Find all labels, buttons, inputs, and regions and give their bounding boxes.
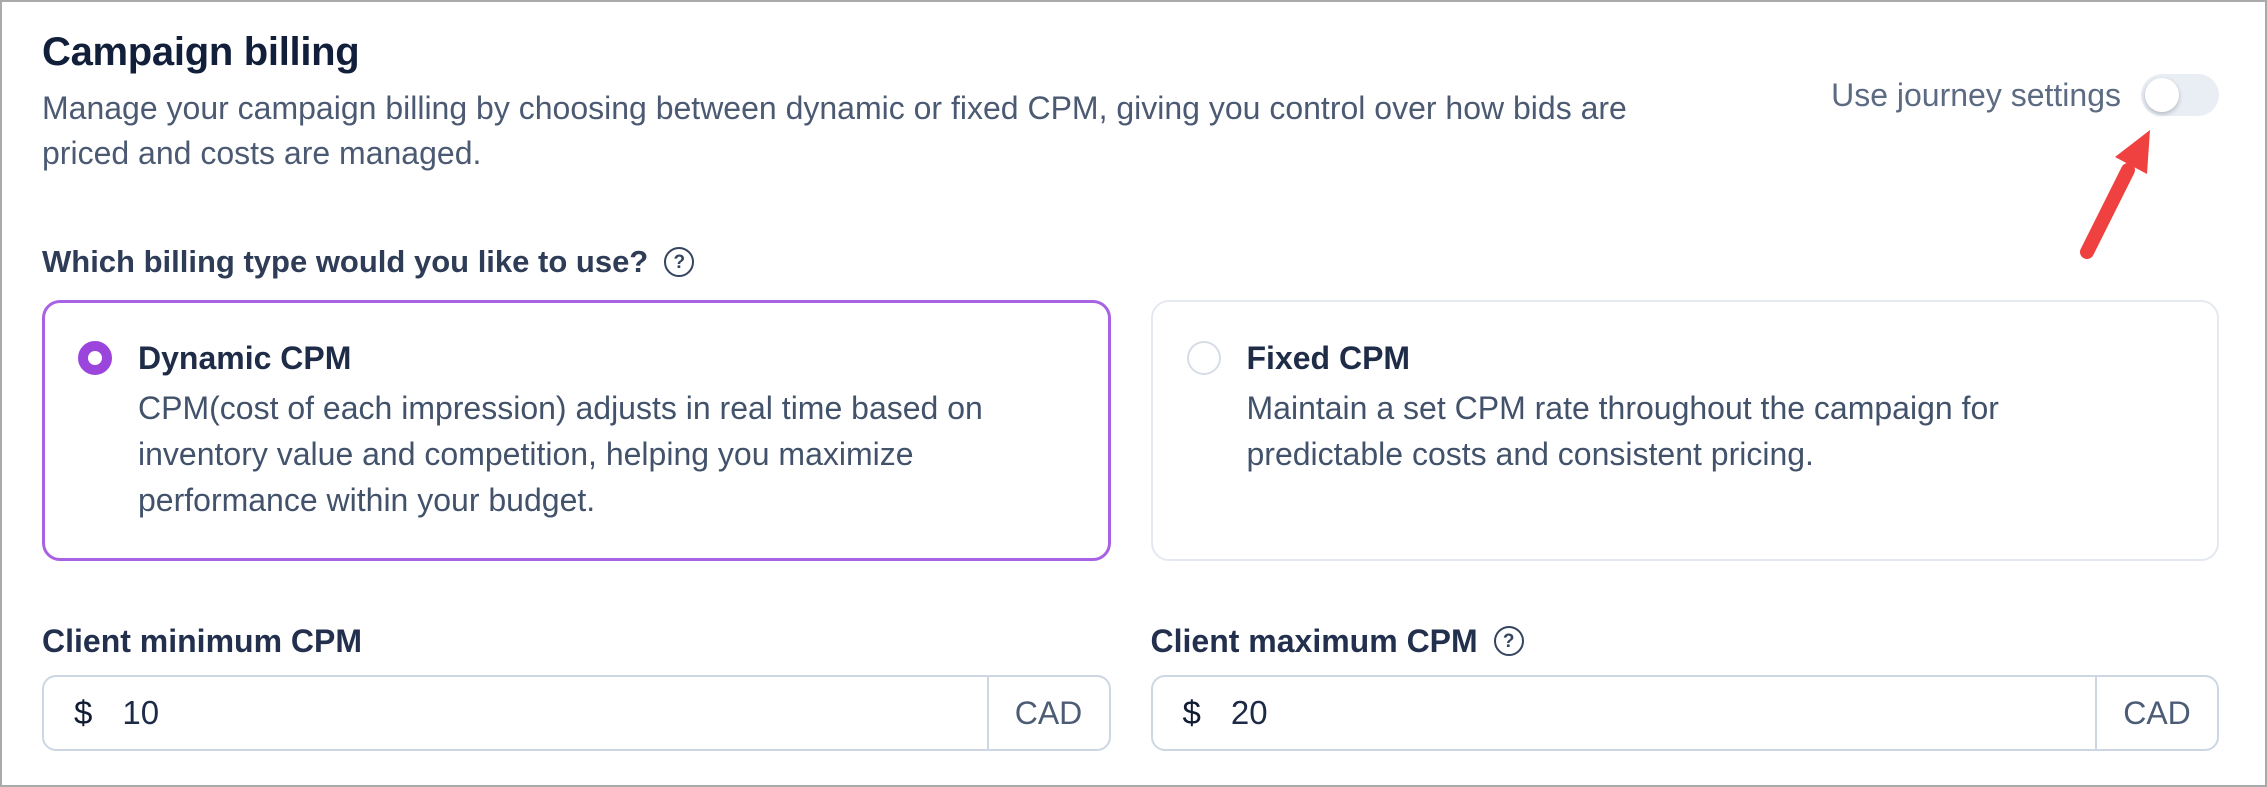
billing-type-question-row: Which billing type would you like to use… <box>42 242 2219 282</box>
panel-header: Campaign billing Manage your campaign bi… <box>42 28 2219 176</box>
cpm-fields: Client minimum CPM $ CAD Client maximum … <box>42 621 2219 751</box>
option-description: Maintain a set CPM rate throughout the c… <box>1246 390 1999 472</box>
option-title: Fixed CPM <box>1246 340 1411 376</box>
dollar-prefix: $ <box>1182 694 1201 731</box>
client-minimum-cpm-label-row: Client minimum CPM <box>42 621 1111 661</box>
radio-unselected-icon[interactable] <box>1186 341 1221 375</box>
client-minimum-cpm-field: Client minimum CPM $ CAD <box>42 621 1111 751</box>
use-journey-settings-toggle[interactable] <box>2141 74 2219 116</box>
radio-selected-icon[interactable] <box>78 341 112 375</box>
client-minimum-cpm-input-group: $ CAD <box>42 675 1111 751</box>
client-maximum-cpm-input-group: $ CAD <box>1150 675 2219 751</box>
dollar-prefix: $ <box>74 694 93 731</box>
billing-option-fixed-cpm[interactable]: Fixed CPM Maintain a set CPM rate throug… <box>1150 300 2219 561</box>
option-title: Dynamic CPM <box>138 340 352 376</box>
client-minimum-cpm-input[interactable] <box>122 694 987 732</box>
client-maximum-cpm-input[interactable] <box>1230 694 2095 732</box>
field-label: Client minimum CPM <box>42 623 363 659</box>
option-text: Fixed CPM Maintain a set CPM rate throug… <box>1247 338 2147 477</box>
currency-suffix: CAD <box>2095 677 2217 749</box>
input-main: $ <box>1153 677 2095 749</box>
field-label: Client maximum CPM <box>1150 623 1478 659</box>
input-main: $ <box>44 677 987 749</box>
help-icon[interactable]: ? <box>664 247 695 277</box>
client-maximum-cpm-label-row: Client maximum CPM ? <box>1151 621 2220 661</box>
use-journey-settings-label: Use journey settings <box>1831 76 2121 113</box>
option-description: CPM(cost of each impression) adjusts in … <box>138 390 983 518</box>
page-title: Campaign billing <box>42 30 360 74</box>
help-icon[interactable]: ? <box>1493 626 1524 656</box>
use-journey-settings-row: Use journey settings <box>1831 74 2219 116</box>
option-text: Dynamic CPM CPM(cost of each impression)… <box>138 338 1038 523</box>
billing-type-question: Which billing type would you like to use… <box>42 244 649 279</box>
billing-type-options: Dynamic CPM CPM(cost of each impression)… <box>42 300 2219 561</box>
client-maximum-cpm-field: Client maximum CPM ? $ CAD <box>1150 621 2220 751</box>
page-description: Manage your campaign billing by choosing… <box>42 90 1627 171</box>
currency-suffix: CAD <box>986 677 1109 749</box>
toggle-knob <box>2145 78 2179 112</box>
billing-option-dynamic-cpm[interactable]: Dynamic CPM CPM(cost of each impression)… <box>42 300 1111 561</box>
